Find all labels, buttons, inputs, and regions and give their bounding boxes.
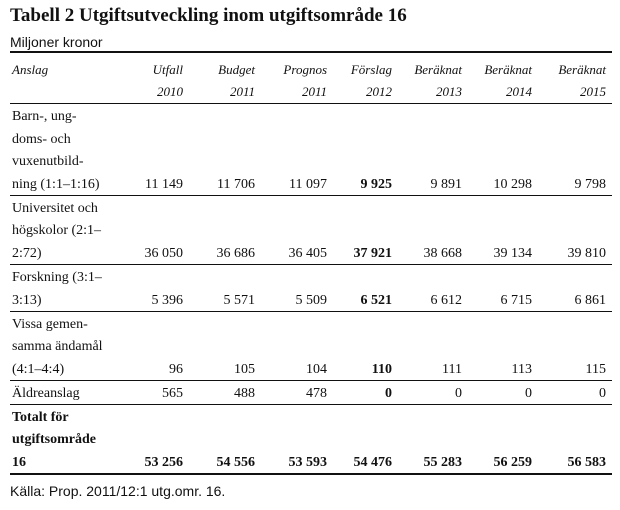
cell-value: 5 571 [223,292,256,308]
row-label: vuxenutbild- [12,154,84,170]
header-rule [10,103,612,104]
row-label: Universitet och [12,200,98,216]
row-rule [10,379,612,381]
column-header: Beräknat [414,62,462,77]
cell-value: 36 686 [216,246,256,261]
cell-value: 104 [306,361,327,377]
column-header: Förslag [350,62,392,77]
cell-value: 36 050 [144,246,184,261]
top-rule [10,51,612,53]
cell-value: 11 149 [145,176,183,192]
title: Tabell 2 Utgiftsutveckling inom utgiftso… [10,5,407,26]
cell-value: 115 [585,361,606,377]
cell-value: 5 396 [151,292,184,308]
column-header: 2011 [229,84,255,99]
cell-value: 0 [455,385,462,401]
cell-value: 111 [442,361,462,377]
row-label: Totalt för [12,409,69,425]
bottom-rule [10,473,612,475]
cell-value: 6 521 [360,292,393,308]
cell-value: 11 706 [217,176,255,192]
cell-value: 105 [234,361,255,377]
row-label: (4:1–4:4) [12,361,65,377]
row-label: 2:72) [12,246,42,261]
cell-value: 565 [162,385,183,401]
column-header: 2010 [157,84,183,99]
row-rule [10,403,612,405]
cell-value: 0 [525,385,532,401]
column-header: 2013 [436,84,462,99]
row-label: 16 [12,455,26,470]
column-header: Beräknat [484,62,532,77]
column-header: 2015 [580,84,606,99]
cell-value: 53 593 [288,455,328,470]
column-header: Anslag [12,62,49,77]
subtitle: Miljoner kronor [10,34,103,50]
cell-value: 96 [169,361,183,377]
cell-value: 54 476 [353,455,393,470]
row-rule [10,194,612,196]
row-label: högskolor (2:1– [12,223,102,239]
row-label: Barn-, ung- [12,109,77,124]
source: Källa: Prop. 2011/12:1 utg.omr. 16. [10,483,226,499]
row-label: Vissa gemen- [12,316,88,332]
cell-value: 37 921 [353,246,393,261]
cell-value: 9 798 [574,176,607,192]
row-label: doms- och [12,131,71,147]
cell-value: 0 [599,385,606,401]
row-rule [10,264,612,265]
cell-value: 9 925 [360,176,393,192]
column-header: 2014 [506,84,532,99]
row-label: samma ändamål [12,339,103,355]
cell-value: 113 [511,361,532,377]
cell-value: 6 612 [430,292,463,308]
cell-value: 39 134 [493,246,533,261]
cell-value: 0 [385,385,392,401]
column-header: Budget [218,62,255,77]
column-header: 2011 [301,84,327,99]
column-header: Prognos [283,62,327,77]
row-label: utgiftsområde [12,432,96,448]
cell-value: 6 715 [500,292,533,308]
row-label: Forskning (3:1– [12,270,102,285]
cell-value: 6 861 [574,292,607,308]
row-label: 3:13) [12,292,42,308]
column-header: Beräknat [558,62,606,77]
cell-value: 10 298 [493,176,533,192]
cell-value: 39 810 [567,246,607,261]
row-label: ning (1:1–1:16) [12,176,100,192]
cell-value: 9 891 [430,176,463,192]
cell-value: 110 [371,361,392,377]
cell-value: 54 556 [216,455,256,470]
column-header: Utfall [152,62,183,77]
cell-value: 36 405 [288,246,328,261]
cell-value: 478 [306,385,327,401]
cell-value: 5 509 [295,292,328,308]
cell-value: 488 [234,385,255,401]
cell-value: 38 668 [423,246,463,261]
cell-value: 56 259 [493,455,533,470]
cell-value: 56 583 [567,455,607,470]
column-header: 2012 [366,84,392,99]
cell-value: 53 256 [144,455,184,470]
cell-value: 11 097 [289,176,327,192]
row-label: Äldreanslag [12,385,80,401]
row-rule [10,310,612,312]
cell-value: 55 283 [423,455,463,470]
